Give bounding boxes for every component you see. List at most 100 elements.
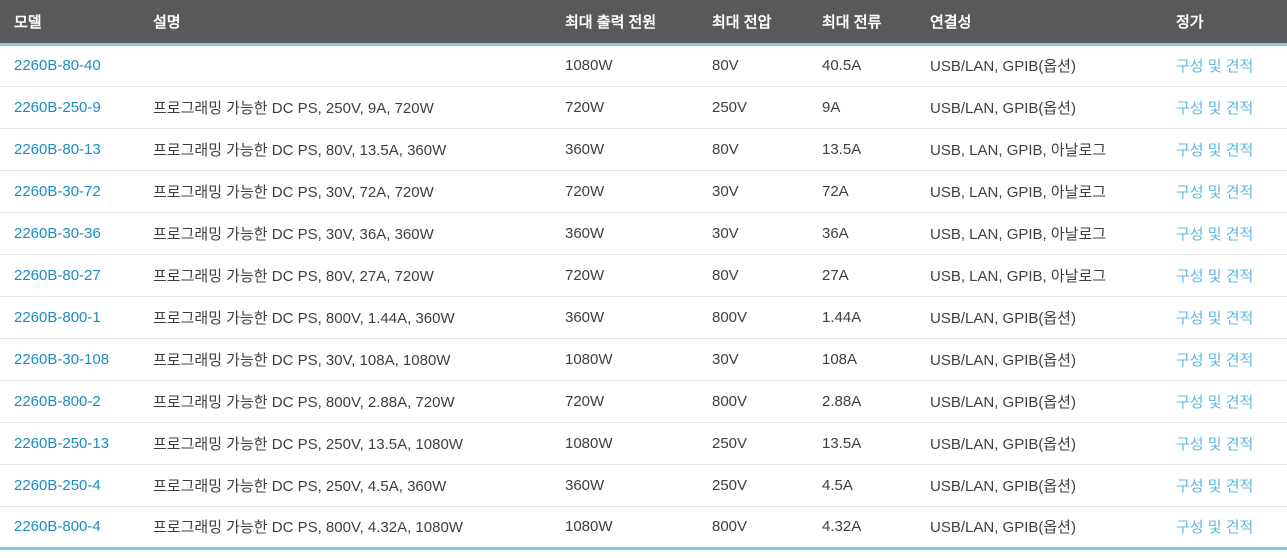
model-link[interactable]: 2260B-80-13 — [14, 140, 101, 158]
price-cell: 구성 및 견적 — [1163, 254, 1287, 297]
price-cell: 구성 및 견적 — [1163, 86, 1287, 129]
max-power-cell: 1080W — [552, 506, 699, 550]
max-power-cell: 1080W — [552, 422, 699, 465]
max-current-cell: 13.5A — [809, 128, 917, 171]
max-power-cell: 360W — [552, 296, 699, 339]
model-link[interactable]: 2260B-800-4 — [14, 518, 101, 535]
description-cell: 프로그래밍 가능한 DC PS, 30V, 108A, 1080W — [140, 338, 552, 381]
connectivity-cell: USB/LAN, GPIB(옵션) — [917, 464, 1163, 507]
configure-quote-link[interactable]: 구성 및 견적 — [1176, 393, 1254, 411]
configure-quote-link[interactable]: 구성 및 견적 — [1176, 351, 1254, 369]
configure-quote-link[interactable]: 구성 및 견적 — [1176, 58, 1254, 75]
description-cell: 프로그래밍 가능한 DC PS, 250V, 9A, 720W — [140, 86, 552, 129]
model-link[interactable]: 2260B-30-108 — [14, 350, 110, 368]
description-cell: 프로그래밍 가능한 DC PS, 800V, 2.88A, 720W — [140, 380, 552, 423]
model-cell: 2260B-80-40 — [0, 44, 140, 87]
max-current-cell: 40.5A — [809, 44, 917, 87]
price-cell: 구성 및 견적 — [1163, 170, 1287, 213]
max-power-cell: 720W — [552, 380, 699, 423]
price-cell: 구성 및 견적 — [1163, 506, 1287, 550]
model-link[interactable]: 2260B-800-1 — [14, 308, 101, 326]
model-cell: 2260B-30-72 — [0, 170, 140, 213]
max-voltage-cell: 250V — [699, 422, 809, 465]
model-link[interactable]: 2260B-250-13 — [14, 434, 110, 452]
price-cell: 구성 및 견적 — [1163, 128, 1287, 171]
model-link[interactable]: 2260B-80-40 — [14, 57, 101, 74]
price-cell: 구성 및 견적 — [1163, 212, 1287, 255]
table-row: 2260B-800-1 프로그래밍 가능한 DC PS, 800V, 1.44A… — [0, 296, 1287, 339]
max-voltage-cell: 800V — [699, 296, 809, 339]
configure-quote-link[interactable]: 구성 및 견적 — [1176, 435, 1254, 453]
connectivity-cell: USB/LAN, GPIB(옵션) — [917, 296, 1163, 339]
table-row: 2260B-80-13 프로그래밍 가능한 DC PS, 80V, 13.5A,… — [0, 128, 1287, 171]
connectivity-cell: USB, LAN, GPIB, 아날로그 — [917, 128, 1163, 171]
model-link[interactable]: 2260B-250-9 — [14, 98, 101, 116]
max-power-cell: 360W — [552, 212, 699, 255]
max-current-cell: 72A — [809, 170, 917, 213]
connectivity-cell: USB/LAN, GPIB(옵션) — [917, 86, 1163, 129]
table-row: 2260B-30-72 프로그래밍 가능한 DC PS, 30V, 72A, 7… — [0, 170, 1287, 213]
model-link[interactable]: 2260B-30-36 — [14, 224, 101, 242]
max-current-cell: 108A — [809, 338, 917, 381]
configure-quote-link[interactable]: 구성 및 견적 — [1176, 267, 1254, 285]
price-cell: 구성 및 견적 — [1163, 44, 1287, 87]
max-voltage-cell: 800V — [699, 380, 809, 423]
configure-quote-link[interactable]: 구성 및 견적 — [1176, 141, 1254, 159]
max-power-cell: 720W — [552, 170, 699, 213]
max-power-cell: 360W — [552, 464, 699, 507]
description-cell: 프로그래밍 가능한 DC PS, 80V, 27A, 720W — [140, 254, 552, 297]
description-cell: 프로그래밍 가능한 DC PS, 250V, 4.5A, 360W — [140, 464, 552, 507]
max-voltage-cell: 250V — [699, 464, 809, 507]
configure-quote-link[interactable]: 구성 및 견적 — [1176, 99, 1254, 117]
max-power-cell: 1080W — [552, 44, 699, 87]
table-header: 모델 설명 최대 출력 전원 최대 전압 최대 전류 연결성 정가 — [0, 0, 1287, 46]
description-cell — [140, 44, 552, 87]
table-row: 2260B-250-9 프로그래밍 가능한 DC PS, 250V, 9A, 7… — [0, 86, 1287, 129]
max-voltage-cell: 80V — [699, 128, 809, 171]
model-link[interactable]: 2260B-30-72 — [14, 182, 101, 200]
model-link[interactable]: 2260B-800-2 — [14, 392, 101, 410]
model-cell: 2260B-800-4 — [0, 506, 140, 550]
max-voltage-cell: 800V — [699, 506, 809, 550]
model-cell: 2260B-800-1 — [0, 296, 140, 339]
price-cell: 구성 및 견적 — [1163, 464, 1287, 507]
table-row: 2260B-30-108 프로그래밍 가능한 DC PS, 30V, 108A,… — [0, 338, 1287, 381]
configure-quote-link[interactable]: 구성 및 견적 — [1176, 477, 1254, 495]
configure-quote-link[interactable]: 구성 및 견적 — [1176, 519, 1254, 536]
description-cell: 프로그래밍 가능한 DC PS, 80V, 13.5A, 360W — [140, 128, 552, 171]
max-current-cell: 9A — [809, 86, 917, 129]
table-row: 2260B-250-4 프로그래밍 가능한 DC PS, 250V, 4.5A,… — [0, 464, 1287, 507]
table-body: 2260B-80-40 1080W 80V 40.5A USB/LAN, GPI… — [0, 44, 1287, 550]
col-header-max-current: 최대 전류 — [809, 0, 917, 46]
max-current-cell: 4.32A — [809, 506, 917, 550]
max-current-cell: 27A — [809, 254, 917, 297]
model-link[interactable]: 2260B-80-27 — [14, 266, 101, 284]
col-header-price: 정가 — [1163, 0, 1287, 46]
configure-quote-link[interactable]: 구성 및 견적 — [1176, 309, 1254, 327]
table-row: 2260B-250-13 프로그래밍 가능한 DC PS, 250V, 13.5… — [0, 422, 1287, 465]
table-row: 2260B-800-4 프로그래밍 가능한 DC PS, 800V, 4.32A… — [0, 506, 1287, 550]
connectivity-cell: USB/LAN, GPIB(옵션) — [917, 422, 1163, 465]
max-power-cell: 720W — [552, 86, 699, 129]
price-cell: 구성 및 견적 — [1163, 296, 1287, 339]
configure-quote-link[interactable]: 구성 및 견적 — [1176, 183, 1254, 201]
max-current-cell: 13.5A — [809, 422, 917, 465]
configure-quote-link[interactable]: 구성 및 견적 — [1176, 225, 1254, 243]
model-cell: 2260B-80-13 — [0, 128, 140, 171]
description-cell: 프로그래밍 가능한 DC PS, 800V, 1.44A, 360W — [140, 296, 552, 339]
max-voltage-cell: 80V — [699, 44, 809, 87]
max-power-cell: 1080W — [552, 338, 699, 381]
max-voltage-cell: 30V — [699, 212, 809, 255]
max-current-cell: 4.5A — [809, 464, 917, 507]
header-row: 모델 설명 최대 출력 전원 최대 전압 최대 전류 연결성 정가 — [0, 0, 1287, 46]
price-cell: 구성 및 견적 — [1163, 422, 1287, 465]
price-cell: 구성 및 견적 — [1163, 338, 1287, 381]
price-cell: 구성 및 견적 — [1163, 380, 1287, 423]
model-cell: 2260B-30-36 — [0, 212, 140, 255]
model-cell: 2260B-800-2 — [0, 380, 140, 423]
description-cell: 프로그래밍 가능한 DC PS, 30V, 72A, 720W — [140, 170, 552, 213]
model-link[interactable]: 2260B-250-4 — [14, 476, 101, 494]
col-header-connectivity: 연결성 — [917, 0, 1163, 46]
description-cell: 프로그래밍 가능한 DC PS, 30V, 36A, 360W — [140, 212, 552, 255]
model-cell: 2260B-250-4 — [0, 464, 140, 507]
